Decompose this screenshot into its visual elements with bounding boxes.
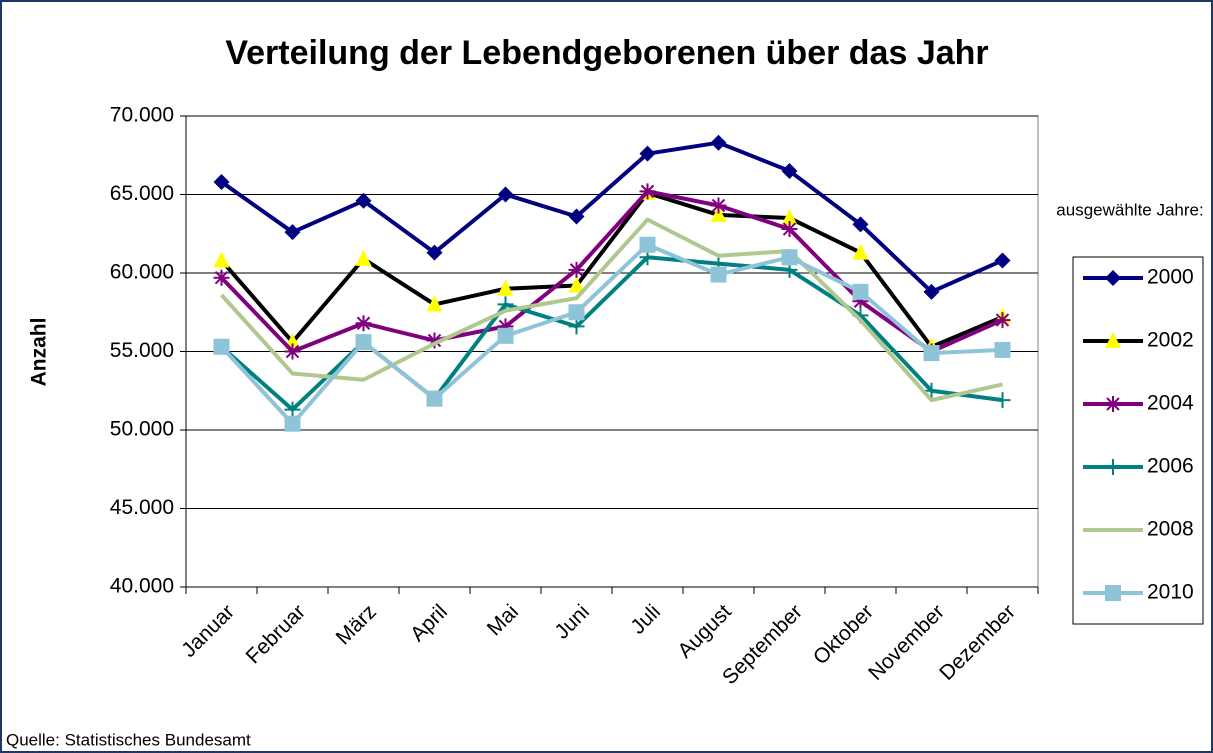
marker: [568, 276, 585, 293]
legend-title: ausgewählte Jahre:: [1056, 200, 1203, 219]
legend-label: 2002: [1147, 329, 1194, 352]
y-tick-label: 60.000: [110, 261, 174, 284]
source: Quelle: Statistisches Bundesamt: [6, 730, 251, 749]
marker: [426, 332, 443, 349]
marker: [639, 183, 656, 200]
line: [220, 189, 1004, 354]
marker: [355, 334, 372, 351]
marker: [852, 243, 869, 260]
marker: [710, 266, 727, 283]
line: [220, 242, 1003, 426]
marker: [710, 134, 727, 151]
y-axis-label: Anzahl: [28, 318, 51, 387]
marker: [1105, 585, 1121, 601]
y-tick-label: 70.000: [110, 104, 174, 127]
marker: [923, 382, 940, 399]
marker: [568, 304, 585, 321]
y-tick-label: 45.000: [110, 496, 174, 519]
marker: [213, 338, 230, 355]
marker: [355, 249, 372, 266]
marker: [284, 224, 301, 241]
legend-box: [1072, 256, 1204, 625]
series: [213, 134, 1011, 300]
marker: [994, 341, 1011, 358]
marker: [568, 261, 585, 278]
marker: [639, 236, 656, 253]
marker: [923, 283, 940, 300]
marker: [426, 390, 443, 407]
marker: [994, 252, 1011, 269]
marker: [1105, 270, 1121, 286]
y-tick-label: 40.000: [110, 575, 174, 598]
marker: [710, 205, 727, 222]
marker: [781, 221, 798, 238]
marker: [852, 283, 869, 300]
marker: [213, 173, 230, 190]
legend-label: 2008: [1147, 518, 1194, 541]
marker: [1105, 396, 1121, 412]
marker: [781, 249, 798, 266]
line: [220, 217, 1003, 403]
marker: [497, 318, 514, 335]
y-tick-label: 65.000: [110, 182, 174, 205]
marker: [1105, 332, 1121, 348]
legend-label: 2010: [1147, 581, 1194, 604]
marker: [355, 315, 372, 332]
series: [213, 236, 1011, 432]
line: [220, 140, 1004, 294]
marker: [639, 145, 656, 162]
marker: [426, 244, 443, 261]
chart-title: Verteilung der Lebendgeborenen über das …: [225, 34, 988, 72]
marker: [568, 318, 585, 335]
legend-label: 2000: [1147, 266, 1194, 289]
marker: [284, 343, 301, 360]
line: [219, 190, 1004, 349]
marker: [284, 415, 301, 432]
marker: [426, 295, 443, 312]
marker: [497, 279, 514, 296]
y-tick-label: 50.000: [110, 418, 174, 441]
marker: [497, 327, 514, 344]
marker: [284, 401, 301, 418]
marker: [1105, 459, 1121, 475]
marker: [994, 392, 1011, 409]
series: [220, 217, 1003, 403]
marker: [213, 269, 230, 286]
marker: [710, 197, 727, 214]
marker: [781, 209, 798, 226]
series: [213, 183, 1011, 360]
marker: [213, 251, 230, 268]
marker: [781, 162, 798, 179]
marker: [497, 186, 514, 203]
marker: [994, 312, 1011, 329]
marker: [923, 345, 940, 362]
y-tick-label: 55.000: [110, 339, 174, 362]
marker: [568, 208, 585, 225]
legend-label: 2004: [1147, 392, 1194, 415]
marker: [852, 216, 869, 233]
marker: [355, 192, 372, 209]
legend-label: 2006: [1147, 455, 1194, 478]
marker: [852, 293, 869, 310]
